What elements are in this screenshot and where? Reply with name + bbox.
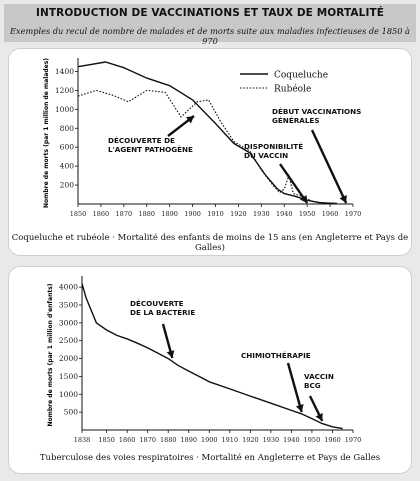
- annotation-arrowhead: [166, 350, 175, 358]
- y-tick-label: 500: [64, 408, 79, 417]
- y-axis-label: Nombre de morts (par 1 million d'enfants…: [47, 283, 54, 426]
- x-tick-label: 1860: [93, 210, 110, 218]
- y-tick-label: 3000: [59, 318, 78, 327]
- annotation-label: BCG: [304, 381, 321, 390]
- x-tick-label: 1950: [304, 436, 321, 444]
- y-tick-label: 400: [60, 162, 75, 171]
- annotation-arrowhead: [315, 412, 323, 421]
- series-line-coqueluche: [77, 61, 338, 205]
- annotation-label: CHIMIOTHÉRAPIE: [241, 351, 311, 360]
- x-tick-label: 1910: [207, 210, 224, 218]
- legend-label: Rubéole: [274, 84, 311, 95]
- y-tick-label: 4000: [59, 283, 78, 292]
- x-tick-label: 1930: [253, 210, 270, 218]
- x-tick-label: 1970: [345, 210, 362, 218]
- x-tick-label: 1850: [70, 210, 87, 218]
- x-tick-label: 1920: [230, 210, 247, 218]
- y-tick-label: 3500: [59, 301, 78, 310]
- annotation-label: GÉNÉRALES: [272, 116, 320, 125]
- annotation-label: L'AGENT PATHOGÈNE: [108, 145, 193, 154]
- chart-1-caption: Coqueluche et rubéole · Mortalité des en…: [11, 233, 409, 253]
- y-tick-label: 1200: [55, 86, 74, 95]
- x-tick-label: 1890: [180, 436, 197, 444]
- annotation-arrowhead: [299, 194, 308, 203]
- x-tick-label: 1900: [184, 210, 201, 218]
- series-line-rubéole: [77, 89, 335, 205]
- x-tick-label: 1970: [345, 436, 362, 444]
- x-tick-label: 1850: [98, 436, 115, 444]
- legend-label: Coqueluche: [274, 71, 328, 81]
- annotation-arrowhead: [295, 404, 304, 412]
- chart-2-svg: 500 1000 1500 2000 2500 3000 3500 4000 1838 1850 1…: [47, 276, 362, 444]
- y-tick-label: 1500: [59, 372, 78, 381]
- x-tick-label: 1880: [160, 436, 177, 444]
- y-tick-label: 1000: [55, 105, 74, 114]
- annotation-label: DÉCOUVERTE: [130, 299, 184, 308]
- x-tick-label: 1930: [263, 436, 280, 444]
- y-tick-label: 1400: [55, 67, 74, 76]
- x-tick-label: 1838: [74, 436, 91, 444]
- annotation-label: DÉCOUVERTE DE: [108, 136, 175, 145]
- x-tick-label: 1920: [242, 436, 259, 444]
- x-tick-label: 1960: [324, 436, 341, 444]
- x-tick-label: 1860: [119, 436, 136, 444]
- annotation-arrow: [279, 163, 309, 204]
- annotation-arrow: [310, 129, 348, 204]
- y-tick-label: 600: [60, 143, 75, 152]
- chart-panel-tuberculosis: 500 1000 1500 2000 2500 3000 3500 4000 1838 1850 1…: [8, 266, 412, 474]
- annotation-label: DISPONIBILITÉ: [244, 142, 303, 151]
- x-tick-label: 1960: [322, 210, 339, 218]
- x-tick-label: 1870: [139, 436, 156, 444]
- chart-2-caption: Tuberculose des voies respiratoires · Mo…: [39, 453, 381, 463]
- page-subtitle: Exemples du recul de nombre de malades e…: [10, 26, 410, 46]
- annotation-arrowhead: [339, 194, 347, 203]
- y-tick-label: 800: [60, 124, 75, 133]
- x-tick-label: 1900: [201, 436, 218, 444]
- x-tick-label: 1940: [283, 436, 300, 444]
- annotation: DÉCOUVERTE DEL'AGENT PATHOGÈNE: [108, 115, 195, 154]
- annotation-label: DU VACCIN: [244, 151, 288, 160]
- x-tick-label: 1870: [116, 210, 133, 218]
- y-tick-label: 2500: [59, 336, 78, 345]
- chart-panel-whooping-cough-rubella: 200 400 600 800 1000 1200 1400 1850 1860 1870 1880…: [8, 48, 412, 256]
- x-tick-label: 1880: [138, 210, 155, 218]
- x-tick-label: 1950: [299, 210, 316, 218]
- annotation-label: DÉBUT VACCINATIONS: [272, 107, 361, 116]
- annotation-arrow: [286, 362, 303, 413]
- annotation-label: DE LA BACTÉRIE: [130, 308, 195, 317]
- chart-1-svg: 200 400 600 800 1000 1200 1400 1850 1860 1870 1880…: [43, 58, 362, 218]
- y-axis-label: Nombre de morts (par 1 million de malade…: [43, 58, 50, 208]
- x-tick-label: 1940: [276, 210, 293, 218]
- y-tick-label: 2000: [59, 354, 78, 363]
- x-tick-label: 1910: [222, 436, 239, 444]
- header-banner: INTRODUCTION DE VACCINATIONS ET TAUX DE …: [4, 4, 416, 46]
- x-tick-label: 1890: [161, 210, 178, 218]
- annotation-label: VACCIN: [304, 372, 334, 381]
- y-tick-label: 200: [60, 181, 75, 190]
- annotation-arrowhead: [186, 116, 194, 124]
- y-tick-label: 1000: [59, 390, 78, 399]
- series-line-tuberculose: [81, 283, 343, 430]
- annotation: CHIMIOTHÉRAPIE: [241, 351, 311, 413]
- page-title: INTRODUCTION DE VACCINATIONS ET TAUX DE …: [35, 7, 384, 19]
